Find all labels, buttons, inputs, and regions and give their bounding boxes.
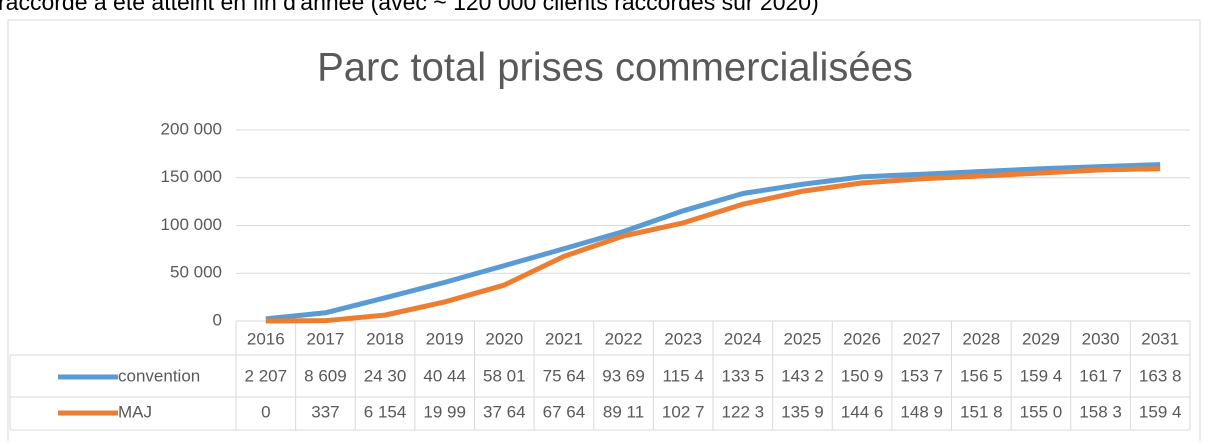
table-cell: 151 8 [960, 402, 1003, 421]
legend-label: MAJ [118, 402, 152, 421]
table-cell: 40 44 [423, 366, 466, 385]
table-cell: 8 609 [304, 366, 347, 385]
table-cell: 37 64 [483, 402, 526, 421]
table-cell: 6 154 [364, 402, 407, 421]
x-tick-label: 2029 [1022, 329, 1060, 348]
table-cell: 135 9 [781, 402, 824, 421]
table-cell: 24 30 [364, 366, 407, 385]
x-tick-label: 2019 [426, 329, 464, 348]
x-tick-label: 2016 [247, 329, 285, 348]
series-line [265, 162, 1161, 322]
x-tick-label: 2023 [664, 329, 702, 348]
table-cell: 155 0 [1020, 402, 1063, 421]
table-cell: 0 [261, 402, 270, 421]
table-cell: 75 64 [543, 366, 586, 385]
x-tick-label: 2026 [843, 329, 881, 348]
x-tick-label: 2025 [784, 329, 822, 348]
chart-title: Parc total prises commercialisées [317, 46, 913, 90]
x-tick-label: 2020 [485, 329, 523, 348]
table-cell: 122 3 [722, 402, 765, 421]
legend-label: convention [118, 366, 200, 385]
table-cell: 158 3 [1079, 402, 1122, 421]
table-cell: 337 [311, 402, 339, 421]
chart-border [7, 19, 1201, 446]
x-tick-label: 2024 [724, 329, 762, 348]
table-cell: 89 11 [603, 402, 644, 421]
caption: raccordé a été atteint en fin d'année (a… [0, 0, 819, 15]
table-cell: 163 8 [1139, 366, 1182, 385]
table-cell: 67 64 [543, 402, 586, 421]
y-tick-label: 100 000 [161, 215, 222, 234]
table-cell: 143 2 [781, 366, 824, 385]
y-tick-label: 200 000 [161, 119, 222, 138]
table-cell: 159 4 [1139, 402, 1182, 421]
x-tick-label: 2030 [1082, 329, 1120, 348]
x-tick-label: 2027 [903, 329, 941, 348]
table-cell: 161 7 [1079, 366, 1122, 385]
y-tick-label: 150 000 [161, 167, 222, 186]
table-cell: 93 69 [602, 366, 645, 385]
table-cell: 58 01 [483, 366, 526, 385]
x-tick-label: 2017 [307, 329, 345, 348]
x-tick-label: 2031 [1141, 329, 1179, 348]
x-tick-label: 2022 [605, 329, 643, 348]
table-cell: 150 9 [841, 366, 884, 385]
x-tick-label: 2028 [962, 329, 1000, 348]
table-cell: 159 4 [1020, 366, 1063, 385]
y-tick-label: 50 000 [170, 263, 222, 282]
table-cell: 156 5 [960, 366, 1003, 385]
table-cell: 102 7 [662, 402, 705, 421]
y-tick-label: 0 [213, 310, 222, 329]
table-cell: 153 7 [900, 366, 943, 385]
table-cell: 133 5 [722, 366, 765, 385]
table-cell: 2 207 [245, 366, 288, 385]
x-tick-label: 2021 [545, 329, 583, 348]
table-cell: 148 9 [900, 402, 943, 421]
series-line [265, 166, 1161, 324]
table-cell: 115 4 [663, 366, 704, 385]
table-cell: 144 6 [841, 402, 884, 421]
x-tick-label: 2018 [366, 329, 404, 348]
table-cell: 19 99 [423, 402, 466, 421]
